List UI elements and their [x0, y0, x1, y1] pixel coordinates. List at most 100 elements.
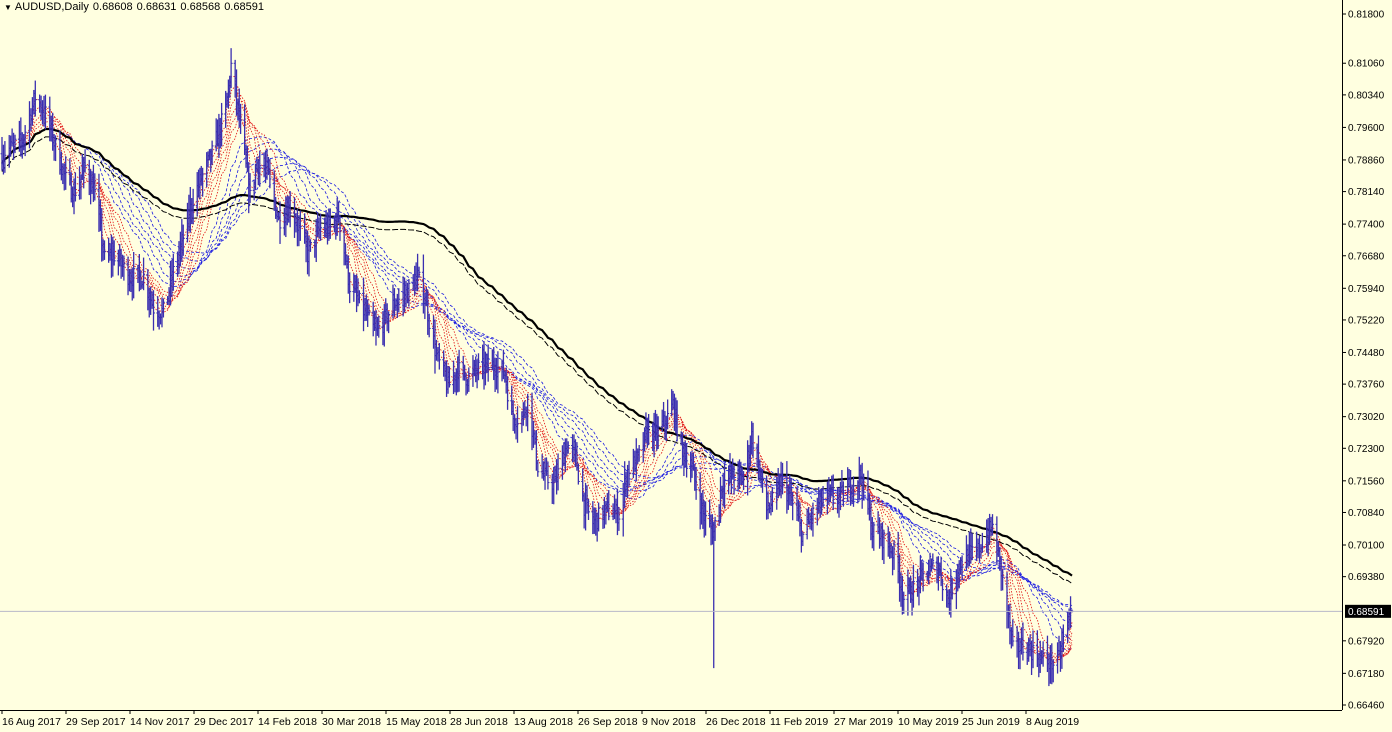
- ohlc-bar: [308, 239, 312, 252]
- y-tick-label: 0.73760: [1348, 380, 1385, 391]
- long-ma-band-line: [1, 136, 1073, 584]
- ohlc-bar: [161, 298, 165, 318]
- ohlc-bar: [506, 376, 510, 410]
- ohlc-bar: [950, 577, 954, 600]
- ohlc-bar: [377, 315, 381, 338]
- ohlc-bar: [566, 441, 570, 454]
- ohlc-bar: [64, 156, 68, 190]
- ohlc-bar: [1051, 659, 1055, 683]
- ohlc-bar: [851, 476, 855, 507]
- ohlc-bar: [239, 103, 243, 134]
- ohlc-bar: [191, 188, 195, 225]
- ohlc-bar: [427, 313, 431, 338]
- fast-ma-line-0: [1, 75, 1073, 665]
- fast-ma-line-5: [1, 114, 1073, 658]
- ohlc-bar: [142, 257, 146, 291]
- x-tick-label: 11 Feb 2019: [770, 716, 828, 728]
- ohlc-bar: [181, 224, 185, 256]
- ohlc-bar: [980, 532, 984, 553]
- x-tick-label: 27 Mar 2019: [834, 716, 893, 728]
- y-tick-label: 0.73020: [1348, 412, 1385, 423]
- ohlc-bar: [732, 465, 736, 495]
- y-tick-label: 0.66460: [1348, 701, 1385, 712]
- ohlc-bar: [911, 564, 915, 608]
- fast-ma-line-6: [1, 122, 1073, 656]
- ohlc-bar: [1011, 619, 1015, 647]
- ohlc-bar: [536, 459, 540, 477]
- x-tick-label: 26 Sep 2018: [578, 716, 638, 728]
- y-tick-label: 0.77400: [1348, 220, 1385, 231]
- ohlc-bar: [742, 471, 746, 491]
- slow-ma-line-2: [1, 128, 1073, 627]
- ohlc-bar: [1031, 630, 1035, 669]
- y-tick-label: 0.81060: [1348, 59, 1385, 70]
- open-value: 0.68608: [92, 1, 133, 13]
- ohlc-bar: [694, 467, 698, 500]
- ohlc-bar: [298, 210, 302, 241]
- ohlc-bar: [476, 353, 480, 381]
- x-tick-label: 25 Jun 2019: [962, 716, 1020, 728]
- y-tick-label: 0.75220: [1348, 315, 1385, 326]
- slow-ma-line-1: [1, 128, 1073, 642]
- y-tick-label: 0.78140: [1348, 187, 1385, 198]
- y-tick-label: 0.69380: [1348, 572, 1385, 583]
- bar-layer: [0, 48, 1074, 687]
- x-tick-label: 28 Jun 2018: [450, 716, 508, 728]
- y-tick-label: 0.81800: [1348, 10, 1385, 21]
- y-tick-label: 0.76680: [1348, 251, 1385, 262]
- x-tick-label: 15 May 2018: [386, 716, 447, 728]
- low-value: 0.68568: [180, 1, 221, 13]
- ohlc-bar: [288, 191, 292, 228]
- ohlc-bar: [704, 501, 708, 536]
- ohlc-bar: [407, 278, 411, 307]
- chart-menu-triangle-icon[interactable]: ▼: [4, 3, 12, 12]
- x-tick-label: 29 Dec 2017: [194, 716, 254, 728]
- x-tick-label: 9 Nov 2018: [642, 716, 696, 728]
- ohlc-bar: [607, 490, 611, 521]
- ohlc-bar: [486, 344, 490, 382]
- ohlc-bar: [201, 167, 205, 197]
- ohlc-bar: [151, 290, 155, 331]
- x-tick-label: 26 Dec 2018: [706, 716, 766, 728]
- x-tick-label: 10 May 2019: [898, 716, 959, 728]
- y-tick-label: 0.70840: [1348, 508, 1385, 519]
- ohlc-bar: [666, 399, 670, 430]
- ohlc-bar: [447, 366, 451, 388]
- ohlc-bar: [781, 462, 785, 495]
- y-tick-label: 0.67920: [1348, 636, 1385, 647]
- ohlc-bar: [457, 349, 461, 392]
- ohlc-bar: [54, 135, 58, 162]
- ohlc-bar: [220, 102, 224, 147]
- x-tick-label: 30 Mar 2018: [322, 716, 381, 728]
- y-tick-label: 0.71560: [1348, 476, 1385, 487]
- ohlc-bar: [656, 416, 660, 449]
- high-value: 0.68631: [136, 1, 177, 13]
- ohlc-bar: [268, 158, 272, 189]
- x-tick-label: 14 Nov 2017: [130, 716, 190, 728]
- ohlc-bar: [931, 553, 935, 570]
- x-tick-label: 14 Feb 2018: [258, 716, 317, 728]
- ohlc-bar: [319, 213, 323, 241]
- ohlc-bar: [647, 413, 651, 446]
- ohlc-bar: [723, 463, 727, 509]
- y-tick-label: 0.75940: [1348, 284, 1385, 295]
- ohlc-bar: [576, 463, 580, 485]
- ohlc-bar: [841, 481, 845, 507]
- y-tick-label: 0.72300: [1348, 444, 1385, 455]
- ohlc-bar: [872, 521, 876, 551]
- x-tick-label: 29 Sep 2017: [66, 716, 126, 728]
- ohlc-bar: [751, 422, 755, 459]
- ohlc-bar: [210, 140, 214, 165]
- ohlc-bar: [821, 486, 825, 508]
- ohlc-bar: [862, 473, 866, 501]
- ohlc-bar: [248, 173, 252, 203]
- ohlc-bar: [960, 555, 964, 580]
- ohlc-bar: [556, 453, 560, 491]
- ohlc-bar: [685, 443, 689, 478]
- ohlc-bar: [713, 516, 717, 541]
- ohlc-bar: [357, 290, 361, 304]
- ohlc-bar: [437, 343, 441, 370]
